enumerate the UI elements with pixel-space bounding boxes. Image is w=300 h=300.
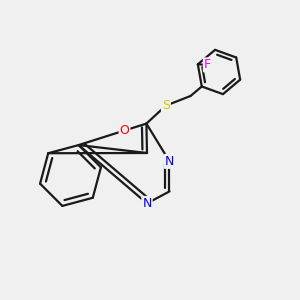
Text: N: N (165, 155, 174, 168)
Text: F: F (204, 58, 211, 71)
Text: O: O (120, 124, 129, 137)
Text: N: N (142, 197, 152, 210)
Text: S: S (162, 99, 170, 112)
